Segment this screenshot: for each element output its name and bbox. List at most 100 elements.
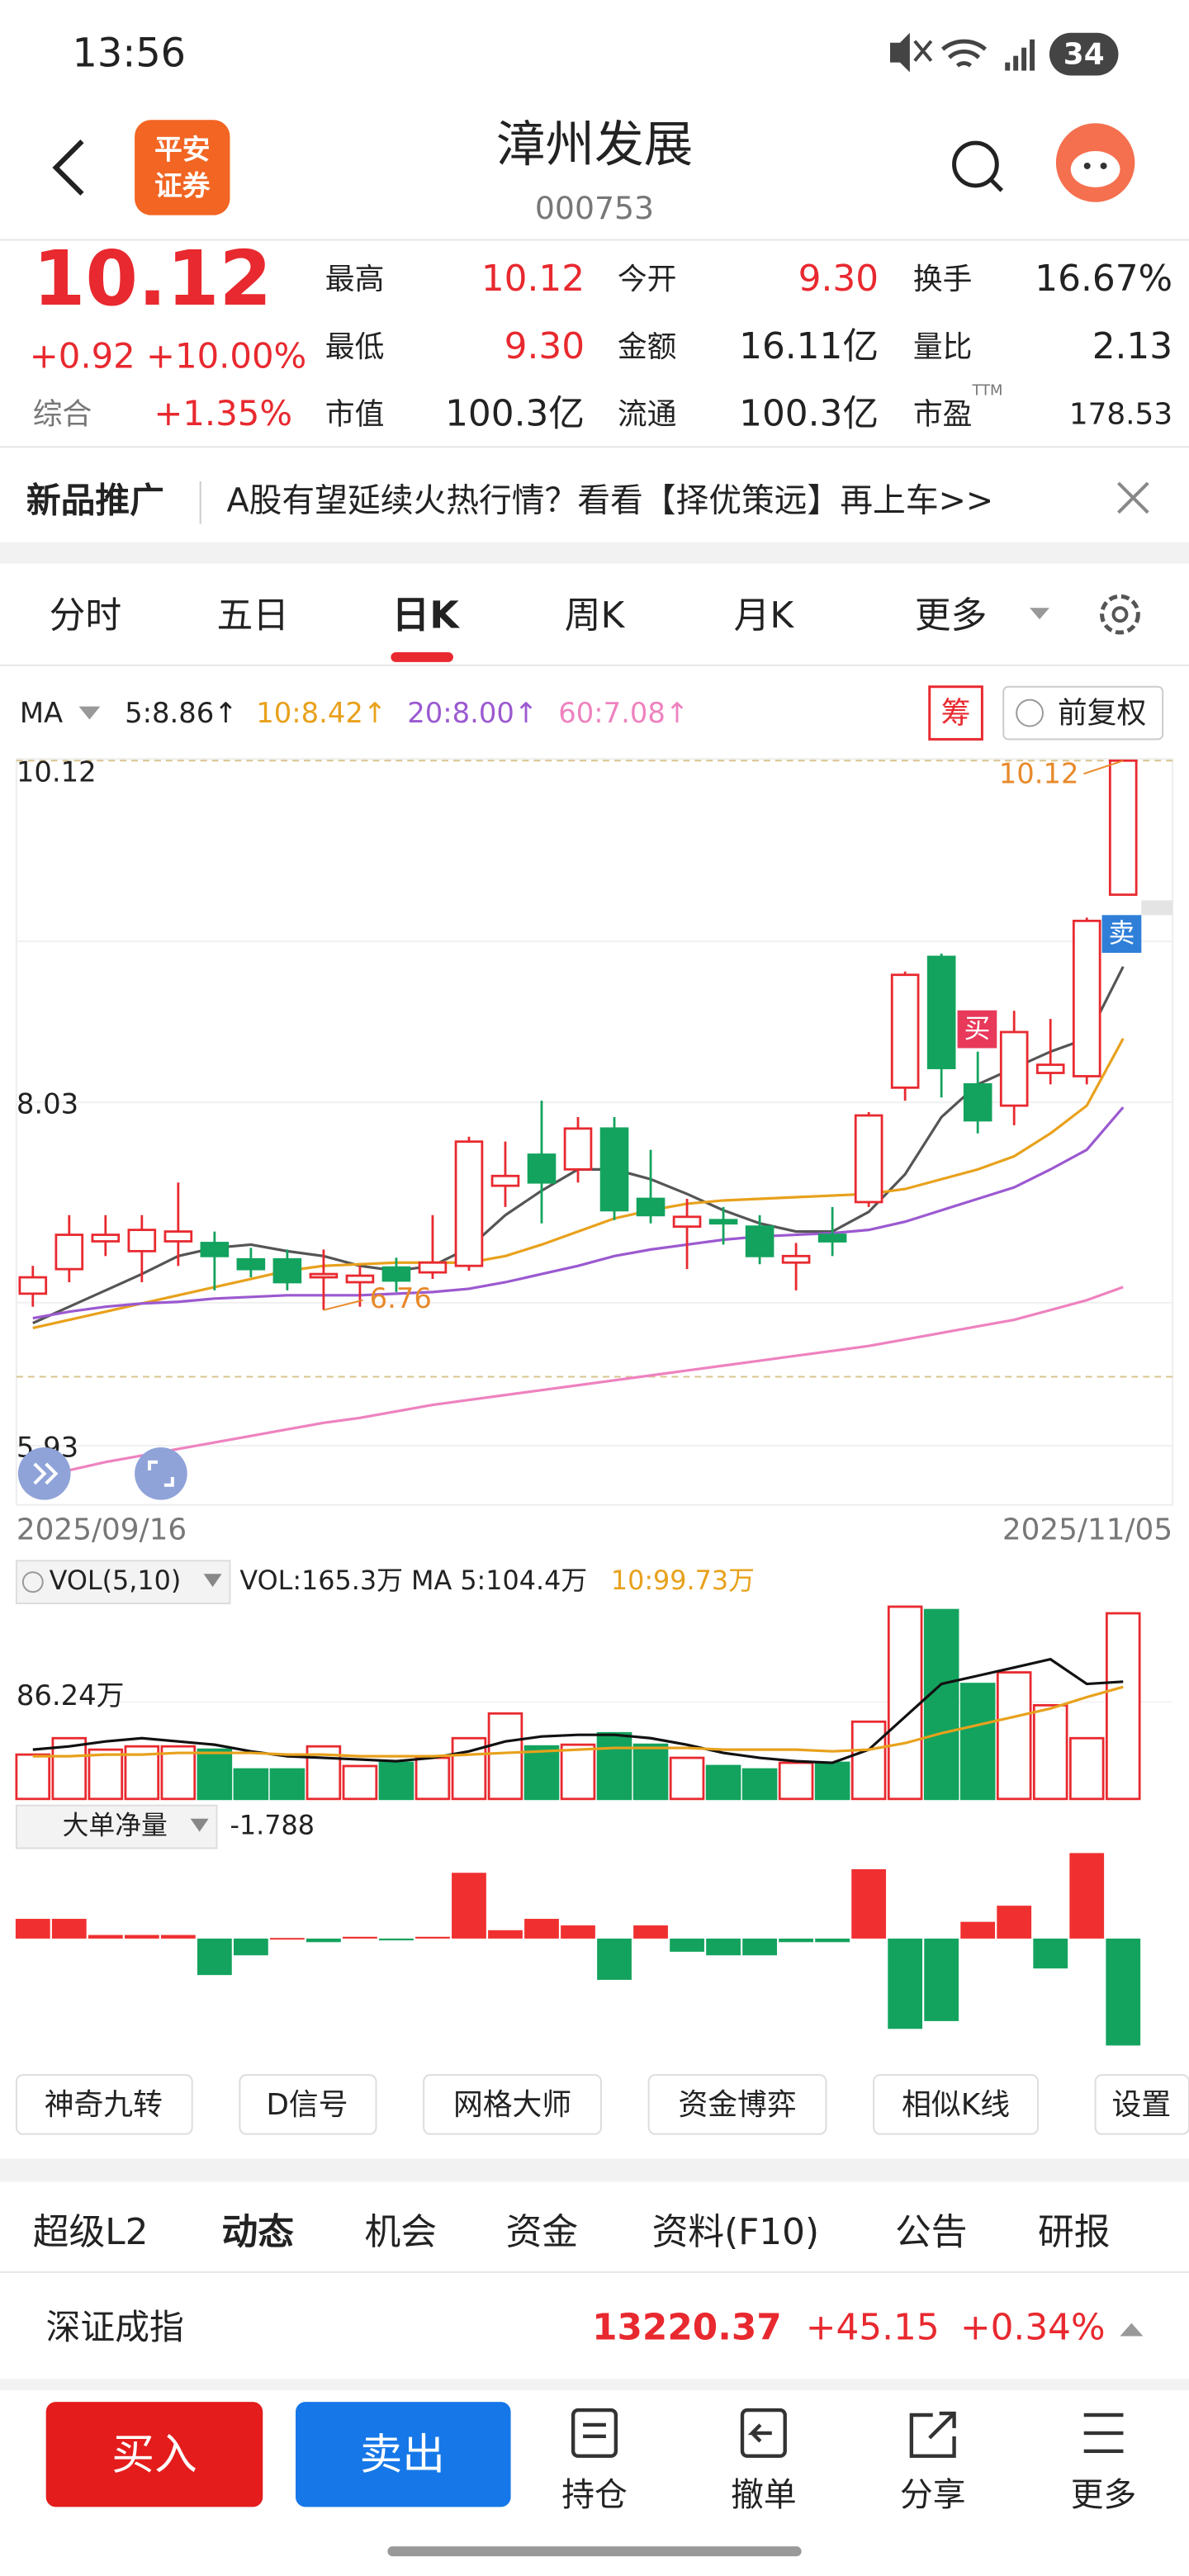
tool-label: 设置: [1112, 2088, 1172, 2122]
netflow-bar: [15, 1919, 50, 1939]
back-button[interactable]: [52, 140, 84, 196]
netflow-bar: [488, 1930, 523, 1939]
tool-button[interactable]: [239, 2074, 377, 2135]
info-tab[interactable]: 公告: [895, 2211, 967, 2253]
info-tab[interactable]: 资金: [506, 2211, 578, 2253]
expand-arrow[interactable]: [1120, 2323, 1144, 2337]
candle-body: [18, 1276, 48, 1295]
tool-button[interactable]: [15, 2074, 193, 2135]
candle-body: [781, 1254, 811, 1264]
field-label: 最低: [325, 330, 385, 364]
adjust-label: 前复权: [1058, 697, 1146, 731]
info-icon: [1016, 698, 1044, 727]
ma-line: [32, 1286, 1124, 1480]
nav-label[interactable]: 撤单: [731, 2476, 797, 2514]
info-tab[interactable]: 资料(F10): [652, 2211, 819, 2253]
info-tab-active[interactable]: 动态: [222, 2211, 295, 2253]
field-value: 100.3亿: [445, 392, 585, 434]
candle-body: [1035, 1063, 1065, 1074]
tab[interactable]: 五日: [217, 594, 289, 637]
tool-label: 资金博弈: [678, 2088, 796, 2122]
info-tab[interactable]: 研报: [1038, 2211, 1110, 2253]
nav-label[interactable]: 分享: [900, 2476, 966, 2514]
tool-button[interactable]: [873, 2074, 1040, 2135]
tab[interactable]: 周K: [565, 594, 626, 637]
volume-bar: [1032, 1704, 1068, 1801]
avatar[interactable]: [1055, 123, 1135, 202]
tool-button[interactable]: [647, 2074, 827, 2135]
adjust-button[interactable]: [1002, 685, 1164, 741]
tool-button[interactable]: [1094, 2074, 1189, 2135]
tab-active[interactable]: 日K: [392, 594, 461, 637]
candle-body: [636, 1197, 666, 1217]
sell-marker: [1101, 915, 1142, 954]
index-change: +45.15: [806, 2307, 940, 2349]
search-button[interactable]: [952, 140, 1004, 192]
candle-body: [890, 973, 920, 1089]
bottom-icons: [571, 2408, 1124, 2458]
volume-bar: [197, 1748, 233, 1801]
tab[interactable]: 更多: [915, 594, 987, 637]
volume-bar: [342, 1764, 378, 1801]
price-change: +0.92 +10.00%: [30, 335, 306, 376]
promo-text[interactable]: A股有望延续火热行情？看看【择优策远】再上车>>: [226, 481, 993, 519]
home-indicator: [387, 2546, 802, 2557]
ma-legend: 20:8.00↑: [407, 697, 538, 729]
volume-bar: [523, 1745, 560, 1801]
candle-body: [54, 1234, 84, 1271]
tab[interactable]: 月K: [734, 594, 795, 637]
netflow-selector[interactable]: [15, 1804, 218, 1849]
fullscreen-button[interactable]: [135, 1447, 187, 1500]
vol-summary: VOL:165.3万 MA 5:104.4万: [239, 1565, 587, 1596]
field-label: 量比: [913, 330, 973, 364]
info-tab[interactable]: 机会: [365, 2211, 437, 2253]
ma-label: MA: [20, 697, 63, 729]
candle-body: [708, 1219, 738, 1225]
sell-button[interactable]: [296, 2402, 511, 2507]
stock-name: 漳州发展: [496, 117, 694, 174]
netflow-bar: [597, 1938, 632, 1980]
quote-fields: 最高 10.12 今开 9.30 换手 16.67% 最低 9.30 金额 16…: [325, 258, 1172, 434]
gap: [0, 2158, 1189, 2182]
tab-underline: [391, 651, 453, 662]
nav-label[interactable]: 更多: [1071, 2476, 1137, 2514]
volume-bar: [487, 1712, 523, 1801]
volume-bar: [1068, 1736, 1105, 1801]
gap: [0, 2379, 1189, 2391]
candle-body: [672, 1215, 702, 1229]
stock-code: 000753: [535, 190, 654, 226]
volume-ma-line: [32, 1685, 1124, 1758]
candle-body: [854, 1114, 883, 1204]
netflow-bar: [997, 1906, 1032, 1939]
info-icon: [21, 1571, 44, 1593]
netflow-bar: [742, 1938, 777, 1956]
candle-body: [309, 1272, 339, 1279]
buy-marker-label: 买: [964, 1013, 991, 1044]
chip-button[interactable]: [928, 685, 983, 741]
tool-button[interactable]: [423, 2074, 602, 2135]
icon: [148, 1460, 174, 1487]
tab[interactable]: 分时: [50, 594, 121, 637]
ma-line: [32, 1106, 1125, 1320]
tool-label: 神奇九转: [45, 2088, 163, 2122]
tool-bar: 神奇九转 D信号 网格大师 资金博弈 相似K线 设置: [15, 2074, 1189, 2135]
dropdown-arrow: [78, 706, 101, 720]
close-promo[interactable]: [1117, 481, 1149, 514]
netflow-bar: [1069, 1853, 1105, 1939]
settings-button[interactable]: [1100, 594, 1140, 635]
candle-body: [926, 955, 956, 1069]
low-pointer: [323, 1299, 363, 1311]
index-value: 13220.37: [592, 2307, 782, 2349]
battery-level: 34: [1063, 38, 1105, 72]
field-value: 100.3亿: [739, 392, 879, 434]
composite-value: +1.35%: [154, 393, 292, 433]
vol-selector[interactable]: [15, 1560, 231, 1605]
buy-button[interactable]: [45, 2402, 263, 2507]
tool-label: 相似K线: [902, 2088, 1010, 2122]
sell-label: 卖出: [360, 2431, 445, 2480]
netflow-bar: [924, 1938, 959, 2021]
nav-label[interactable]: 持仓: [561, 2476, 628, 2514]
info-tab[interactable]: 超级L2: [33, 2211, 149, 2253]
